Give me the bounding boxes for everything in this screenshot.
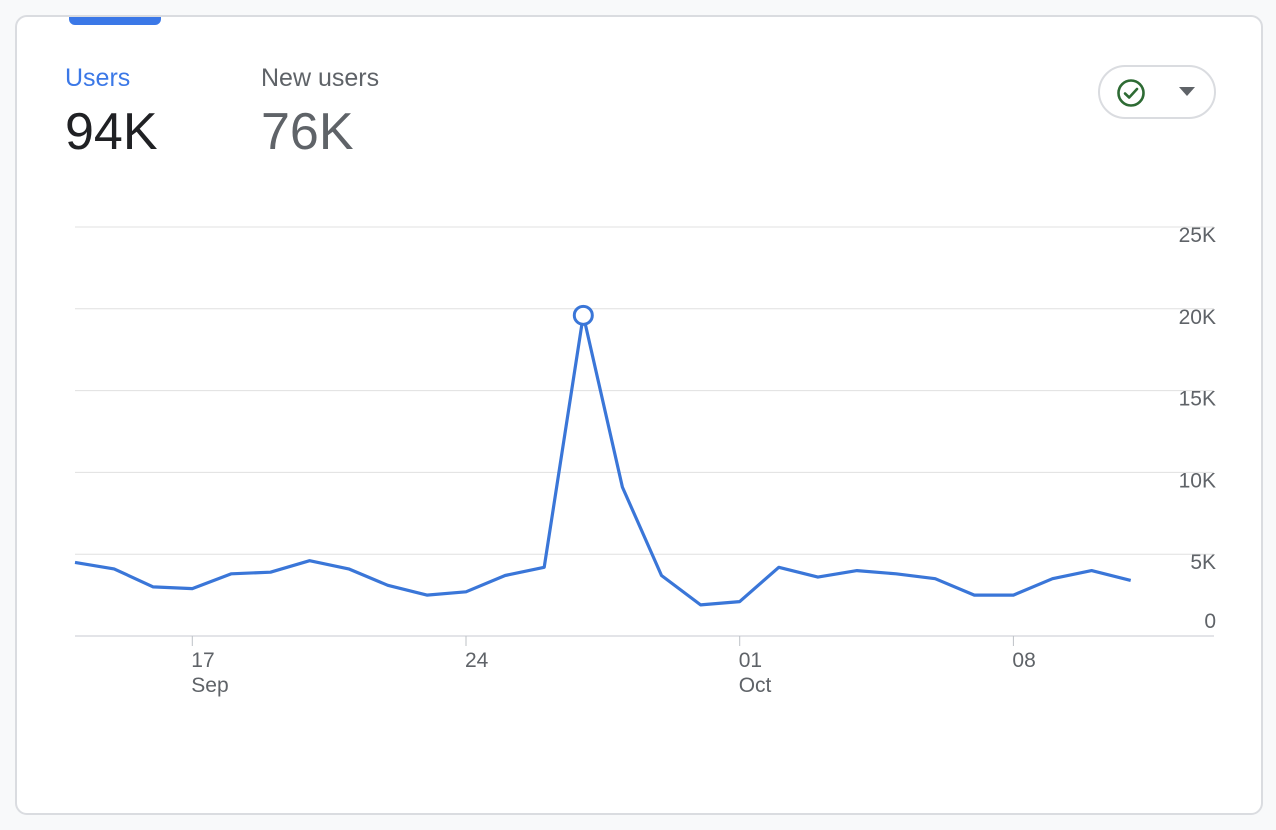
metric-label-users: Users (65, 64, 131, 92)
series-line-users (74, 313, 1132, 607)
check-circle-icon (1117, 79, 1145, 107)
metric-label-new-users: New users (261, 64, 380, 92)
y-tick-label-10K: 10K (1179, 469, 1216, 492)
caret-down-icon (1179, 87, 1195, 96)
users-overview-card: Users 94K New users 76K 0 5K 10K 15K 20K 25K 1… (15, 15, 1263, 815)
x-tick-month-Oct: Oct (739, 674, 772, 697)
compare-dropdown-button[interactable] (1098, 65, 1216, 119)
x-tick-label-08: 08 (1012, 649, 1035, 672)
x-tick-label-24: 24 (465, 649, 489, 672)
x-tick-month-Sep: Sep (191, 674, 228, 697)
metric-tab-users[interactable]: Users 94K (65, 63, 158, 163)
active-tab-indicator (69, 17, 161, 25)
y-tick-label-15K: 15K (1179, 388, 1216, 411)
y-tick-label-25K: 25K (1179, 224, 1216, 247)
metric-value-users: 94K (65, 103, 158, 161)
x-tick-label-01: 01 (739, 649, 762, 672)
y-tick-label-5K: 5K (1190, 551, 1216, 574)
metric-value-new-users: 76K (261, 103, 354, 161)
highlighted-data-point (572, 304, 594, 326)
y-tick-label-20K: 20K (1179, 306, 1216, 329)
metric-tab-new-users[interactable]: New users 76K (261, 63, 379, 163)
x-tick-label-17: 17 (191, 649, 214, 672)
y-tick-label-0: 0 (1204, 610, 1216, 633)
